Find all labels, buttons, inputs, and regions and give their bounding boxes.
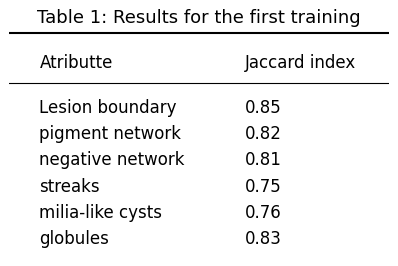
Text: Jaccard index: Jaccard index [245, 54, 356, 72]
Text: 0.76: 0.76 [245, 204, 281, 222]
Text: milia-like cysts: milia-like cysts [39, 204, 162, 222]
Text: 0.83: 0.83 [245, 230, 281, 248]
Text: globules: globules [39, 230, 109, 248]
Text: negative network: negative network [39, 151, 185, 169]
Text: pigment network: pigment network [39, 125, 181, 143]
Text: streaks: streaks [39, 178, 100, 196]
Text: Lesion boundary: Lesion boundary [39, 99, 177, 117]
Text: 0.81: 0.81 [245, 151, 281, 169]
Text: 0.82: 0.82 [245, 125, 281, 143]
Text: 0.85: 0.85 [245, 99, 281, 117]
Text: Atributte: Atributte [39, 54, 113, 72]
Text: 0.75: 0.75 [245, 178, 281, 196]
Text: Table 1: Results for the first training: Table 1: Results for the first training [37, 9, 361, 27]
